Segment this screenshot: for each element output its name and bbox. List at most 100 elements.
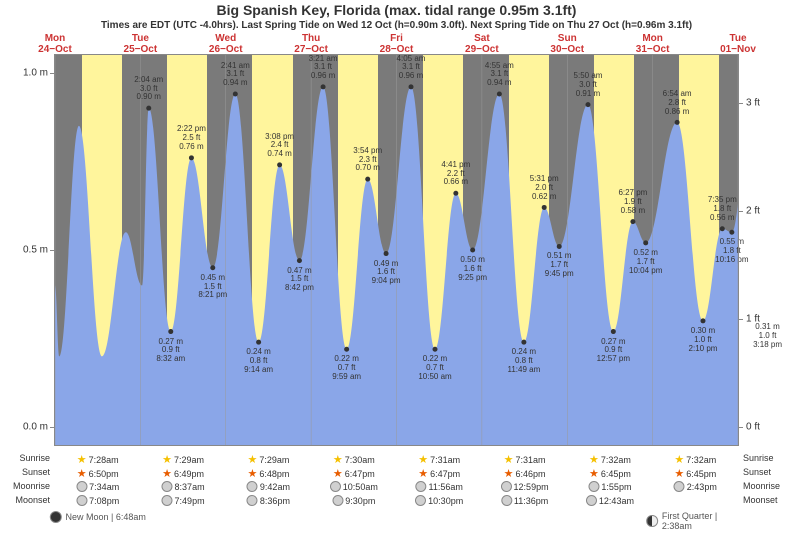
tide-label: 0.45 m1.5 ft8:21 pm — [198, 274, 227, 300]
moonset-value: 11:36pm — [501, 495, 548, 506]
moonset-value: 10:30pm — [415, 495, 463, 506]
tide-label: 0.55 m1.8 ft10:16 pm — [715, 238, 748, 264]
moonrise-value: 1:55pm — [588, 481, 631, 492]
moonrise-value: 9:42am — [247, 481, 290, 492]
plot-area: 2:04 am3.0 ft0.90 m0.27 m0.9 ft8:32 am2:… — [55, 55, 738, 445]
tide-label: 5:31 pm2.0 ft0.62 m — [530, 175, 559, 201]
y-tick-right: 3 ft — [746, 98, 786, 109]
sunrise-icon: ★ — [589, 453, 599, 466]
sunrise-value: ★7:32am — [674, 453, 716, 466]
moon-phase-icon — [646, 515, 657, 527]
moonrise-value: 11:56am — [416, 481, 463, 492]
moonrise-value: 8:37am — [162, 481, 205, 492]
sunrise-icon: ★ — [504, 453, 514, 466]
row-label: Moonrise — [743, 481, 788, 491]
tide-label: 0.51 m1.7 ft9:45 pm — [545, 252, 574, 278]
sunrise-row: SunriseSunrise★7:28am★7:29am★7:29am★7:30… — [55, 453, 738, 468]
chart-subtitle: Times are EDT (UTC -4.0hrs). Last Spring… — [0, 20, 793, 31]
y-tick-right: 0 ft — [746, 422, 786, 433]
date-label: Sat29−Oct — [457, 33, 507, 55]
tide-label: 0.22 m0.7 ft9:59 am — [332, 355, 361, 381]
date-label: Tue25−Oct — [115, 33, 165, 55]
tide-label: 5:50 am3.0 ft0.91 m — [574, 72, 603, 98]
moonrise-icon — [330, 481, 341, 492]
sunrise-value: ★7:31am — [504, 453, 546, 466]
moonset-icon — [76, 495, 87, 506]
moonset-row: MoonsetMoonset7:08pm7:49pm8:36pm9:30pm10… — [55, 495, 738, 510]
chart-title: Big Spanish Key, Florida (max. tidal ran… — [0, 2, 793, 18]
tide-label: 2:22 pm2.5 ft0.76 m — [177, 125, 206, 151]
moonset-value: 8:36pm — [247, 495, 290, 506]
moonset-icon — [247, 495, 258, 506]
moonrise-icon — [247, 481, 258, 492]
tide-label: 0.49 m1.6 ft9:04 pm — [372, 260, 401, 286]
sunset-value: ★6:45pm — [589, 467, 631, 480]
moon-phase-label: First Quarter | 2:38am — [646, 511, 744, 531]
moonrise-value: 10:50am — [330, 481, 378, 492]
sunrise-value: ★7:28am — [77, 453, 119, 466]
y-tick-right: 1 ft — [746, 314, 786, 325]
sunrise-value: ★7:30am — [333, 453, 375, 466]
sunrise-icon: ★ — [162, 453, 172, 466]
moon-phase-label: New Moon | 6:48am — [49, 511, 145, 523]
row-label: Sunrise — [743, 453, 788, 463]
moonrise-icon — [501, 481, 512, 492]
sunset-value: ★6:47pm — [418, 467, 460, 480]
tide-label: 3:08 pm2.4 ft0.74 m — [265, 133, 294, 159]
sunrise-icon: ★ — [247, 453, 257, 466]
date-label: Fri28−Oct — [372, 33, 422, 55]
moonset-icon — [501, 495, 512, 506]
tide-label: 0.27 m0.9 ft8:32 am — [156, 338, 185, 364]
moonrise-icon — [76, 481, 87, 492]
row-label: Moonset — [743, 495, 788, 505]
tide-label: 0.31 m1.0 ft3:18 pm — [753, 323, 782, 349]
tide-dots — [146, 84, 738, 351]
tide-label: 3:54 pm2.3 ft0.70 m — [353, 147, 382, 173]
sunset-value: ★6:48pm — [247, 467, 289, 480]
moonrise-value: 12:59pm — [501, 481, 549, 492]
moonset-icon — [415, 495, 426, 506]
row-label: Sunset — [5, 467, 50, 477]
row-label: Sunset — [743, 467, 788, 477]
date-label: Mon24−Oct — [30, 33, 80, 55]
moonset-icon — [162, 495, 173, 506]
sunset-icon: ★ — [333, 467, 343, 480]
sunset-icon: ★ — [589, 467, 599, 480]
sunrise-icon: ★ — [77, 453, 87, 466]
moon-phase-icon — [49, 511, 61, 523]
tide-label: 2:41 am3.1 ft0.94 m — [221, 62, 250, 88]
tide-chart: Big Spanish Key, Florida (max. tidal ran… — [0, 0, 793, 539]
moonset-icon — [586, 495, 597, 506]
row-label: Moonrise — [5, 481, 50, 491]
tide-label: 4:55 am3.1 ft0.94 m — [485, 62, 514, 88]
moonrise-icon — [162, 481, 173, 492]
sunrise-value: ★7:29am — [162, 453, 204, 466]
tide-label: 0.52 m1.7 ft10:04 pm — [629, 249, 662, 275]
tide-label: 7:35 pm1.8 ft0.56 m — [708, 196, 737, 222]
sunset-value: ★6:46pm — [504, 467, 546, 480]
sunset-icon: ★ — [504, 467, 514, 480]
date-label: Tue01−Nov — [713, 33, 763, 55]
tide-label: 0.24 m0.8 ft9:14 am — [244, 348, 273, 374]
sunset-value: ★6:49pm — [162, 467, 204, 480]
moonset-value: 9:30pm — [332, 495, 375, 506]
moonrise-value: 2:43pm — [674, 481, 717, 492]
sunrise-icon: ★ — [333, 453, 343, 466]
sunrise-value: ★7:29am — [247, 453, 289, 466]
tide-label: 3:21 am3.1 ft0.96 m — [309, 55, 338, 81]
sunset-icon: ★ — [77, 467, 87, 480]
tide-label: 0.50 m1.6 ft9:25 pm — [458, 256, 487, 282]
tide-label: 0.22 m0.7 ft10:50 am — [418, 355, 451, 381]
sunset-icon: ★ — [418, 467, 428, 480]
tide-label: 0.30 m1.0 ft2:10 pm — [689, 327, 718, 353]
moonset-value: 7:08pm — [76, 495, 119, 506]
moonrise-icon — [674, 481, 685, 492]
moonrise-row: MoonriseMoonrise7:34am8:37am9:42am10:50a… — [55, 481, 738, 496]
row-label: Moonset — [5, 495, 50, 505]
y-tick-left: 1.0 m — [8, 67, 48, 78]
date-label: Sun30−Oct — [542, 33, 592, 55]
tide-label: 6:27 pm1.9 ft0.58 m — [618, 189, 647, 215]
sunrise-icon: ★ — [418, 453, 428, 466]
moonset-value: 7:49pm — [162, 495, 205, 506]
moonset-icon — [332, 495, 343, 506]
